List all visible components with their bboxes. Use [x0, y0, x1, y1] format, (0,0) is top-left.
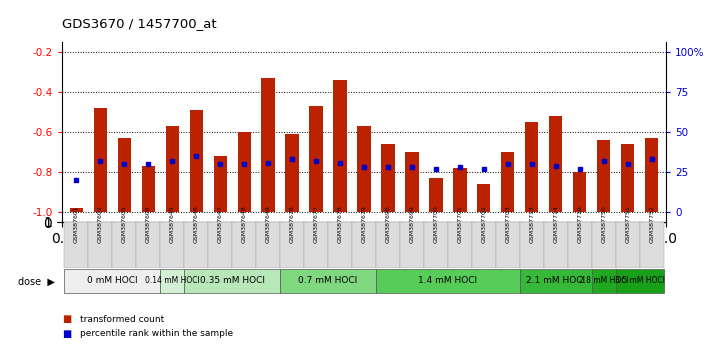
Bar: [597, 140, 610, 212]
Text: 0 mM HOCl: 0 mM HOCl: [87, 275, 138, 285]
Bar: [430, 178, 443, 212]
Text: GSM387679: GSM387679: [362, 205, 366, 243]
Bar: [376, 222, 400, 268]
Bar: [70, 208, 83, 212]
Text: GSM387701: GSM387701: [457, 205, 462, 243]
Bar: [478, 184, 491, 212]
Bar: [165, 126, 179, 212]
Text: GDS3670 / 1457700_at: GDS3670 / 1457700_at: [62, 17, 216, 30]
Text: ■: ■: [62, 329, 71, 338]
Text: GSM387752: GSM387752: [649, 205, 654, 243]
Bar: [94, 108, 107, 212]
Bar: [520, 222, 544, 268]
Bar: [189, 110, 203, 212]
Text: GSM387605: GSM387605: [122, 205, 127, 243]
Bar: [454, 168, 467, 212]
Bar: [333, 80, 347, 212]
Text: GSM387601: GSM387601: [74, 205, 79, 243]
Text: GSM387698: GSM387698: [386, 205, 390, 243]
Bar: [208, 222, 232, 268]
Text: GSM387648: GSM387648: [242, 205, 247, 243]
Bar: [352, 222, 376, 268]
Text: GSM387700: GSM387700: [433, 205, 438, 243]
Bar: [621, 144, 634, 212]
Bar: [424, 222, 448, 268]
Text: 1.4 mM HOCl: 1.4 mM HOCl: [419, 275, 478, 285]
Bar: [616, 222, 640, 268]
Text: GSM387678: GSM387678: [338, 205, 342, 243]
Text: GSM387750: GSM387750: [601, 205, 606, 243]
Bar: [88, 222, 112, 268]
Text: GSM387645: GSM387645: [170, 205, 175, 243]
Bar: [549, 116, 563, 212]
Bar: [285, 134, 298, 212]
Text: transformed count: transformed count: [80, 315, 165, 324]
Bar: [616, 269, 664, 293]
Text: GSM387699: GSM387699: [409, 205, 414, 243]
Text: 3.5 mM HOCl: 3.5 mM HOCl: [614, 275, 665, 285]
Bar: [184, 222, 208, 268]
Bar: [400, 222, 424, 268]
Bar: [357, 126, 371, 212]
Bar: [118, 138, 131, 212]
Bar: [142, 166, 155, 212]
Bar: [568, 222, 592, 268]
Bar: [573, 172, 586, 212]
Text: GSM387606: GSM387606: [146, 205, 151, 243]
Bar: [544, 222, 568, 268]
Text: GSM387646: GSM387646: [194, 205, 199, 243]
Bar: [64, 222, 88, 268]
Text: GSM387716: GSM387716: [577, 205, 582, 243]
Bar: [304, 222, 328, 268]
Bar: [160, 269, 184, 293]
Bar: [381, 144, 395, 212]
Bar: [328, 222, 352, 268]
Bar: [136, 222, 160, 268]
Bar: [261, 78, 274, 212]
Bar: [592, 269, 616, 293]
Bar: [256, 222, 280, 268]
Text: 2.8 mM HOCl: 2.8 mM HOCl: [579, 275, 629, 285]
Bar: [448, 222, 472, 268]
Text: 0.14 mM HOCl: 0.14 mM HOCl: [145, 275, 199, 285]
Bar: [213, 156, 226, 212]
Bar: [160, 222, 184, 268]
Text: GSM387649: GSM387649: [266, 205, 271, 243]
Text: GSM387714: GSM387714: [553, 205, 558, 243]
Bar: [232, 222, 256, 268]
Bar: [309, 106, 323, 212]
Bar: [112, 222, 136, 268]
Bar: [280, 222, 304, 268]
Text: 0.7 mM HOCl: 0.7 mM HOCl: [298, 275, 357, 285]
Text: GSM387676: GSM387676: [290, 205, 295, 243]
Bar: [405, 152, 419, 212]
Text: GSM387703: GSM387703: [505, 205, 510, 243]
Bar: [645, 138, 658, 212]
Bar: [280, 269, 376, 293]
Bar: [64, 269, 160, 293]
Bar: [472, 222, 496, 268]
Bar: [640, 222, 664, 268]
Text: ■: ■: [62, 314, 71, 324]
Bar: [184, 269, 280, 293]
Bar: [592, 222, 616, 268]
Text: GSM387602: GSM387602: [98, 205, 103, 243]
Text: percentile rank within the sample: percentile rank within the sample: [80, 329, 233, 338]
Text: GSM387647: GSM387647: [218, 205, 223, 243]
Bar: [376, 269, 520, 293]
Text: dose  ▶: dose ▶: [18, 276, 55, 286]
Text: GSM387751: GSM387751: [625, 205, 630, 243]
Bar: [496, 222, 520, 268]
Bar: [520, 269, 592, 293]
Bar: [525, 122, 539, 212]
Text: GSM387702: GSM387702: [481, 205, 486, 243]
Text: 2.1 mM HOCl: 2.1 mM HOCl: [526, 275, 585, 285]
Text: 0.35 mM HOCl: 0.35 mM HOCl: [199, 275, 264, 285]
Bar: [502, 152, 515, 212]
Text: GSM387677: GSM387677: [314, 205, 319, 243]
Bar: [237, 132, 250, 212]
Text: GSM387713: GSM387713: [529, 205, 534, 243]
